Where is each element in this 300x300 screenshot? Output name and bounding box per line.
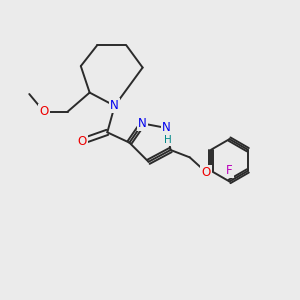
- Text: O: O: [201, 166, 211, 178]
- Text: N: N: [138, 117, 147, 130]
- Text: O: O: [39, 105, 49, 118]
- Text: F: F: [226, 164, 233, 177]
- Text: N: N: [110, 99, 119, 112]
- Text: O: O: [78, 135, 87, 148]
- Text: H: H: [164, 135, 172, 145]
- Text: N: N: [162, 122, 171, 134]
